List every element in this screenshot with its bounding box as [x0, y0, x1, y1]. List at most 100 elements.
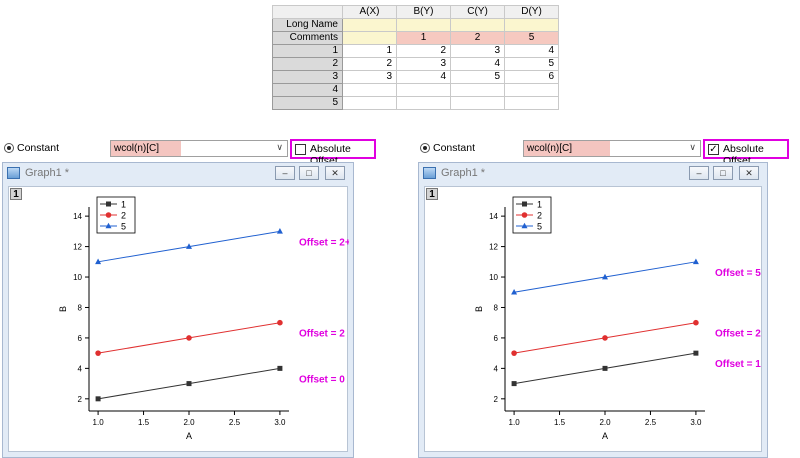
x-tick-label: 2.5 — [645, 418, 657, 427]
comments-cell[interactable]: 1 — [396, 31, 451, 45]
comments-cell[interactable]: 2 — [450, 31, 505, 45]
data-cell[interactable] — [342, 83, 397, 97]
absolute-offset-checkbox[interactable] — [295, 144, 306, 155]
data-cell[interactable] — [504, 96, 559, 110]
maximize-button[interactable]: □ — [713, 166, 733, 180]
left-offset-options: Constant wcol(n)[C] ∨ Absolute Offset — [0, 139, 380, 167]
data-cell[interactable]: 3 — [450, 44, 505, 58]
data-cell[interactable]: 4 — [396, 70, 451, 84]
row-header-long-name[interactable]: Long Name — [272, 18, 343, 32]
legend-label: 2 — [537, 211, 542, 221]
graph-page[interactable]: 1 1.0 1.5 2.0 2.5 3.0 2 4 6 8 10 12 14 A B 1 2 5 Offset =… — [8, 186, 349, 453]
data-cell[interactable] — [342, 96, 397, 110]
data-point-series-5 — [186, 243, 192, 249]
graph-window-icon — [423, 167, 436, 179]
x-tick-label: 1.5 — [554, 418, 566, 427]
data-point-series-2 — [511, 350, 517, 356]
long-name-cell[interactable] — [504, 18, 559, 32]
column-header-a[interactable]: A(X) — [342, 5, 397, 19]
worksheet-grid[interactable]: A(X) B(Y) C(Y) D(Y) Long Name Comments 1… — [272, 5, 559, 110]
column-header-d[interactable]: D(Y) — [504, 5, 559, 19]
y-tick-label: 6 — [494, 334, 499, 343]
close-button[interactable]: ✕ — [739, 166, 759, 180]
sheet-corner[interactable] — [272, 5, 343, 19]
row-header[interactable]: 3 — [272, 70, 343, 84]
constant-radio[interactable] — [4, 143, 14, 153]
graph-window-left[interactable]: Graph1 * ‒ □ ✕ 1 1.0 1.5 2.0 2.5 3.0 2 4 6 8 10 12… — [2, 162, 354, 458]
layer-indicator[interactable]: 1 — [10, 188, 22, 200]
row-header[interactable]: 5 — [272, 96, 343, 110]
minimize-button[interactable]: ‒ — [689, 166, 709, 180]
combo-value: wcol(n)[C] — [527, 143, 573, 154]
data-point-series-5 — [511, 288, 518, 295]
legend-marker-1 — [522, 201, 527, 207]
data-cell[interactable]: 2 — [396, 44, 451, 58]
data-cell[interactable]: 4 — [450, 57, 505, 71]
data-cell[interactable]: 3 — [396, 57, 451, 71]
row-header-comments[interactable]: Comments — [272, 31, 343, 45]
data-cell[interactable] — [450, 96, 505, 110]
data-point-series-2 — [277, 319, 283, 326]
layer-indicator[interactable]: 1 — [426, 188, 438, 200]
x-tick-label: 1.0 — [93, 418, 105, 427]
y-tick-label: 4 — [78, 364, 83, 373]
offset-expression-combo[interactable]: wcol(n)[C] ∨ — [523, 140, 701, 157]
column-header-c[interactable]: C(Y) — [450, 5, 505, 19]
window-titlebar[interactable]: Graph1 * ‒ □ ✕ — [419, 163, 767, 185]
data-point-series-5 — [602, 273, 608, 280]
data-cell[interactable]: 5 — [504, 57, 559, 71]
graph-page[interactable]: 1 1.0 1.5 2.0 2.5 3.0 2 4 6 8 10 12 14 A B 1 2 5 Offset =… — [424, 186, 762, 452]
combo-text-highlight — [111, 141, 181, 156]
data-cell[interactable]: 5 — [450, 70, 505, 84]
legend-marker-2 — [521, 212, 528, 218]
data-cell[interactable]: 2 — [342, 57, 397, 71]
row-header[interactable]: 1 — [272, 44, 343, 58]
x-tick-label: 1.5 — [138, 418, 150, 427]
long-name-cell[interactable] — [396, 18, 451, 32]
x-axis-label: A — [602, 431, 608, 441]
data-cell[interactable]: 4 — [504, 44, 559, 58]
data-cell[interactable]: 1 — [342, 44, 397, 58]
y-tick-label: 8 — [78, 303, 83, 312]
row-header[interactable]: 4 — [272, 83, 343, 97]
chevron-down-icon[interactable]: ∨ — [689, 142, 696, 152]
offset-annotation: Offset = 2 — [715, 329, 761, 340]
chevron-down-icon[interactable]: ∨ — [276, 142, 283, 152]
row-header[interactable]: 2 — [272, 57, 343, 71]
graph-window-icon — [7, 167, 20, 179]
right-offset-options: Constant wcol(n)[C] ∨ ✓ Absolute Offset — [416, 139, 796, 167]
data-point-series-5 — [95, 258, 102, 265]
column-header-b[interactable]: B(Y) — [396, 5, 451, 19]
data-cell[interactable] — [396, 96, 451, 110]
data-cell[interactable]: 3 — [342, 70, 397, 84]
legend-label: 5 — [121, 222, 126, 232]
graph-window-right[interactable]: Graph1 * ‒ □ ✕ 1 1.0 1.5 2.0 2.5 3.0 2 4 6 8 10 12… — [418, 162, 768, 458]
legend-label: 1 — [537, 200, 542, 210]
offset-expression-combo[interactable]: wcol(n)[C] ∨ — [110, 140, 288, 157]
comments-cell[interactable] — [342, 31, 397, 45]
constant-radio[interactable] — [420, 143, 430, 153]
data-point-series-1 — [95, 396, 101, 402]
constant-radio-label: Constant — [17, 142, 60, 154]
absolute-offset-highlight: Absolute Offset — [290, 139, 376, 167]
window-titlebar[interactable]: Graph1 * ‒ □ ✕ — [3, 163, 353, 185]
comments-cell[interactable]: 5 — [504, 31, 559, 45]
x-tick-label: 3.0 — [690, 418, 702, 427]
y-tick-label: 4 — [494, 364, 499, 373]
data-cell[interactable] — [504, 83, 559, 97]
data-cell[interactable] — [450, 83, 505, 97]
maximize-button[interactable]: □ — [299, 166, 319, 180]
data-cell[interactable]: 6 — [504, 70, 559, 84]
long-name-cell[interactable] — [450, 18, 505, 32]
data-cell[interactable] — [396, 83, 451, 97]
absolute-offset-checkbox[interactable]: ✓ — [708, 144, 719, 155]
close-button[interactable]: ✕ — [325, 166, 345, 180]
y-tick-label: 2 — [494, 395, 499, 404]
long-name-cell[interactable] — [342, 18, 397, 32]
data-point-series-2 — [186, 335, 192, 341]
data-point-series-5 — [692, 258, 699, 265]
minimize-button[interactable]: ‒ — [275, 166, 295, 180]
combo-text-highlight — [524, 141, 610, 156]
